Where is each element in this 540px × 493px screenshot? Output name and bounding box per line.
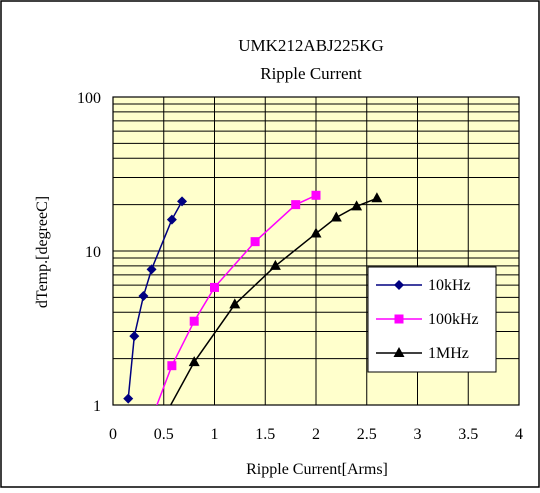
data-point <box>177 196 188 207</box>
data-point <box>138 291 149 302</box>
data-point <box>146 264 157 275</box>
y-tick-label: 1 <box>93 398 101 415</box>
x-tick-label: 1 <box>211 426 219 443</box>
data-point <box>210 282 219 292</box>
x-tick-label: 1.5 <box>255 426 275 443</box>
data-point <box>330 211 342 222</box>
y-tick-label: 10 <box>85 244 101 261</box>
data-point <box>189 316 199 326</box>
chart-subtitle: Ripple Current <box>260 64 362 83</box>
legend-label: 10kHz <box>428 277 471 294</box>
data-point <box>351 200 363 211</box>
data-point <box>291 200 301 210</box>
series-1MHz <box>169 192 383 405</box>
plot-area: 0 0.5 1 1.5 2 2.5 3 3.5 4 1 10 100 <box>77 90 523 443</box>
y-tick-label: 100 <box>77 90 101 107</box>
legend-label: 100kHz <box>428 311 479 328</box>
y-axis-label: dTemp.[degreeC] <box>34 196 51 308</box>
x-tick-label: 3 <box>414 426 422 443</box>
x-tick-label: 4 <box>515 426 523 443</box>
data-point <box>250 237 260 247</box>
data-point <box>229 298 241 309</box>
x-tick-label: 0.5 <box>154 426 174 443</box>
data-point <box>371 192 383 203</box>
legend-marker <box>393 347 405 357</box>
x-tick-label: 2 <box>312 426 320 443</box>
x-axis-label: Ripple Current[Arms] <box>246 461 388 478</box>
data-point <box>311 190 321 200</box>
data-point <box>269 259 281 270</box>
legend: 10kHz 100kHz 1MHz <box>367 266 497 373</box>
plot-border <box>112 96 520 406</box>
legend-marker <box>394 314 404 324</box>
data-point <box>166 214 177 225</box>
x-tick-label: 0 <box>109 426 117 443</box>
legend-marker <box>394 280 404 290</box>
data-point <box>123 393 134 404</box>
series-10kHz <box>123 196 188 404</box>
data-point <box>188 356 200 367</box>
x-tick-label: 2.5 <box>357 426 377 443</box>
x-tick-label: 3.5 <box>458 426 478 443</box>
chart-title: UMK212ABJ225KG <box>238 36 383 55</box>
data-point <box>167 361 177 371</box>
data-point <box>129 331 140 342</box>
series-100kHz <box>156 190 321 405</box>
legend-label: 1MHz <box>428 345 469 362</box>
data-point <box>310 227 322 238</box>
